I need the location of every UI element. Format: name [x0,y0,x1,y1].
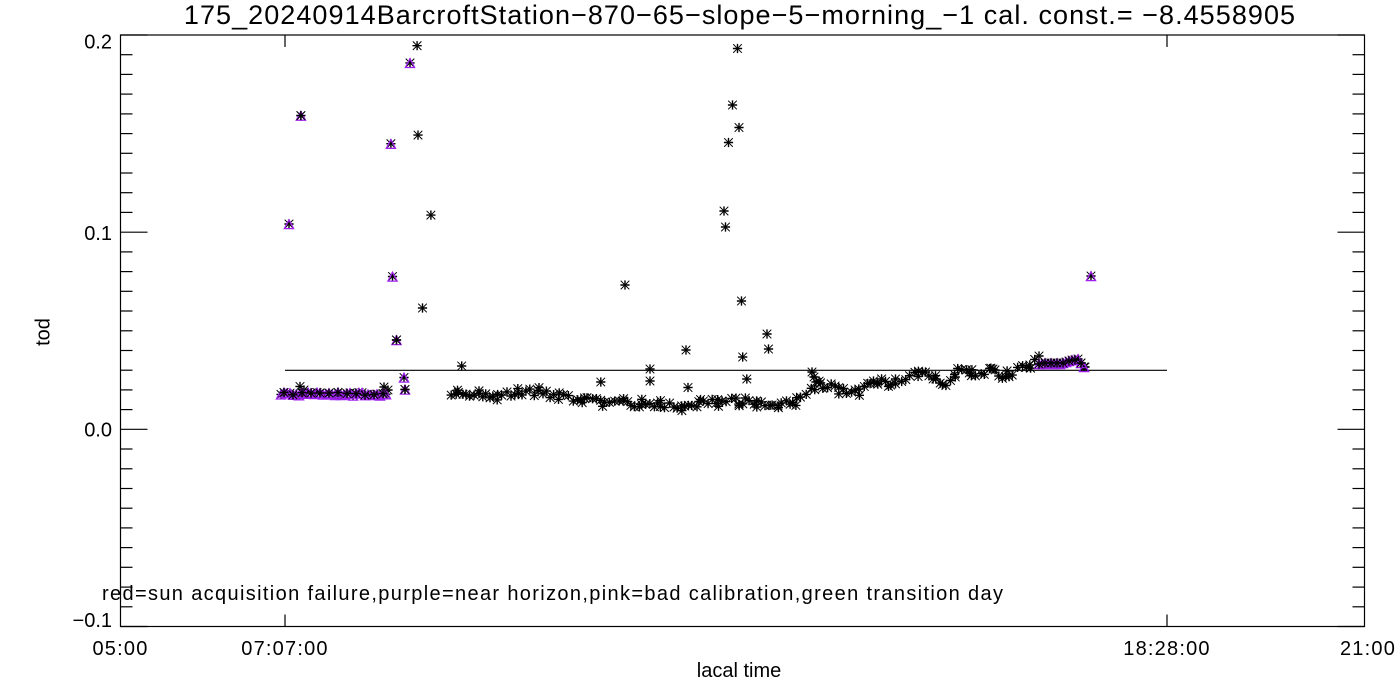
svg-text:red=sun acquisition failure,pu: red=sun acquisition failure,purple=near … [102,583,1004,605]
svg-text:0.1: 0.1 [84,223,112,245]
svg-text:07:07:00: 07:07:00 [241,638,328,660]
svg-text:18:28:00: 18:28:00 [1123,638,1210,660]
svg-text:175_20240914BarcroftStation−87: 175_20240914BarcroftStation−870−65−slope… [184,0,1296,30]
svg-text:lacal time: lacal time [697,660,781,682]
svg-text:0.2: 0.2 [84,32,112,54]
svg-text:21:00: 21:00 [1340,638,1396,660]
svg-text:05:00: 05:00 [92,638,148,660]
svg-text:tod: tod [33,318,55,346]
svg-text:0.0: 0.0 [84,420,112,442]
svg-text:−0.1: −0.1 [73,610,112,632]
